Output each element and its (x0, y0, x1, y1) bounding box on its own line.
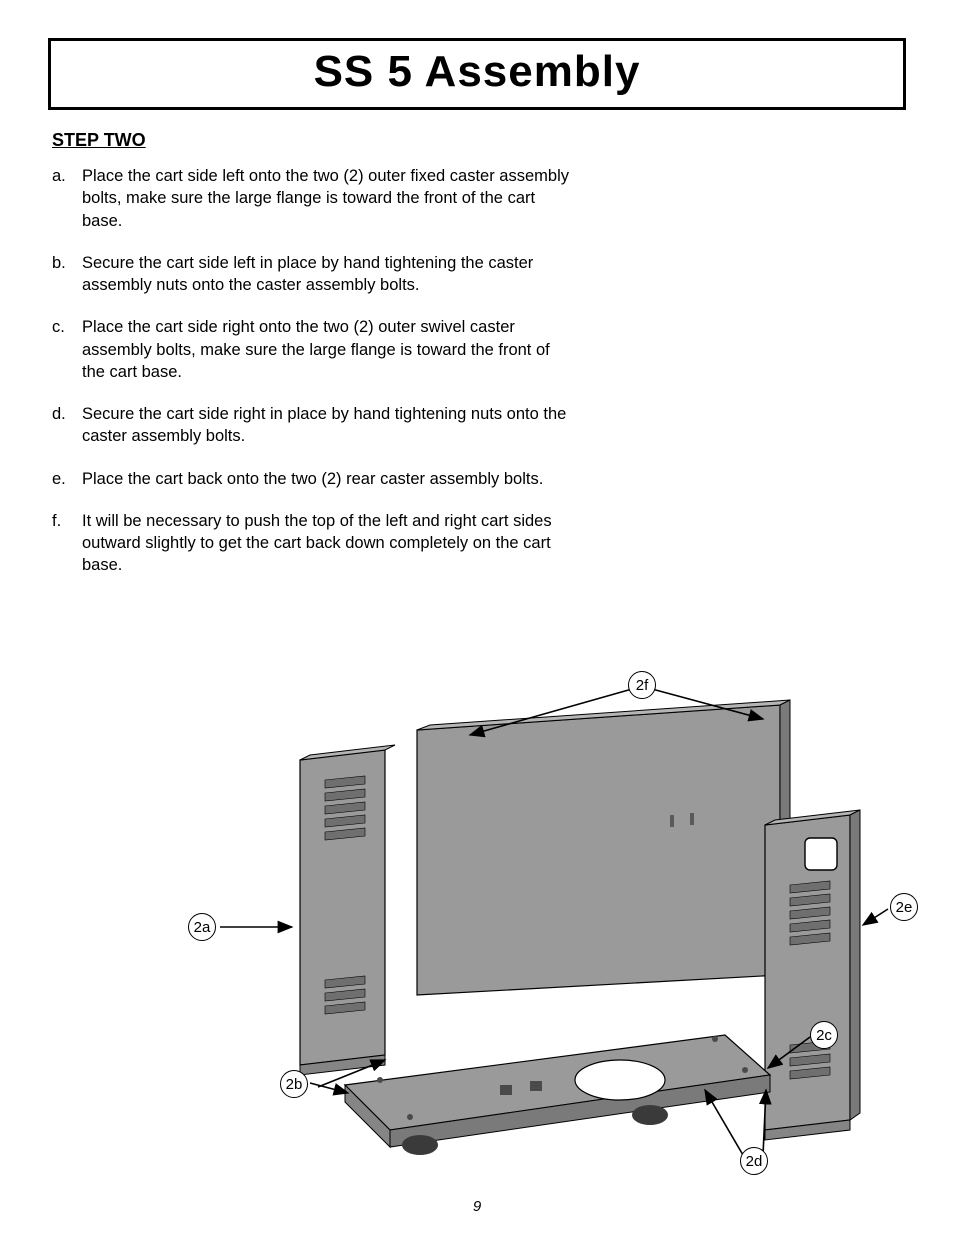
callout-label: 2b (280, 1070, 308, 1098)
instruction-item: c. Place the cart side right onto the tw… (52, 316, 572, 383)
instruction-marker: c. (52, 316, 82, 383)
callout-label: 2f (628, 671, 656, 699)
step-heading: STEP TWO (52, 130, 906, 151)
callout-label: 2d (740, 1147, 768, 1175)
instruction-text: Place the cart side left onto the two (2… (82, 165, 572, 232)
callout-2c: 2c (810, 1021, 838, 1049)
instruction-marker: b. (52, 252, 82, 297)
title-box: SS 5 Assembly (48, 38, 906, 110)
instruction-item: d. Secure the cart side right in place b… (52, 403, 572, 448)
instruction-text: Place the cart back onto the two (2) rea… (82, 468, 572, 490)
callout-label: 2a (188, 913, 216, 941)
instruction-marker: f. (52, 510, 82, 577)
callout-2b: 2b (280, 1070, 308, 1098)
page-number: 9 (473, 1198, 481, 1215)
instructions-list: a. Place the cart side left onto the two… (52, 165, 572, 577)
callout-2f: 2f (628, 671, 656, 699)
callout-2e: 2e (890, 893, 918, 921)
instruction-text: Place the cart side right onto the two (… (82, 316, 572, 383)
right-side-panel (765, 810, 860, 1140)
instruction-item: f. It will be necessary to push the top … (52, 510, 572, 577)
instruction-item: b. Secure the cart side left in place by… (52, 252, 572, 297)
instruction-item: e. Place the cart back onto the two (2) … (52, 468, 572, 490)
base-plate (345, 1035, 770, 1155)
instruction-marker: d. (52, 403, 82, 448)
instruction-text: Secure the cart side left in place by ha… (82, 252, 572, 297)
instruction-text: Secure the cart side right in place by h… (82, 403, 572, 448)
page-title: SS 5 Assembly (51, 47, 903, 97)
back-panel (417, 700, 790, 995)
instruction-item: a. Place the cart side left onto the two… (52, 165, 572, 232)
assembly-diagram: 2a 2b 2c 2d 2e 2f (170, 665, 930, 1185)
instruction-text: It will be necessary to push the top of … (82, 510, 572, 577)
callout-2d: 2d (740, 1147, 768, 1175)
instruction-marker: e. (52, 468, 82, 490)
instruction-marker: a. (52, 165, 82, 232)
callout-label: 2c (810, 1021, 838, 1049)
callout-label: 2e (890, 893, 918, 921)
left-side-panel (300, 745, 395, 1075)
diagram-svg (170, 665, 930, 1185)
callout-2a: 2a (188, 913, 216, 941)
